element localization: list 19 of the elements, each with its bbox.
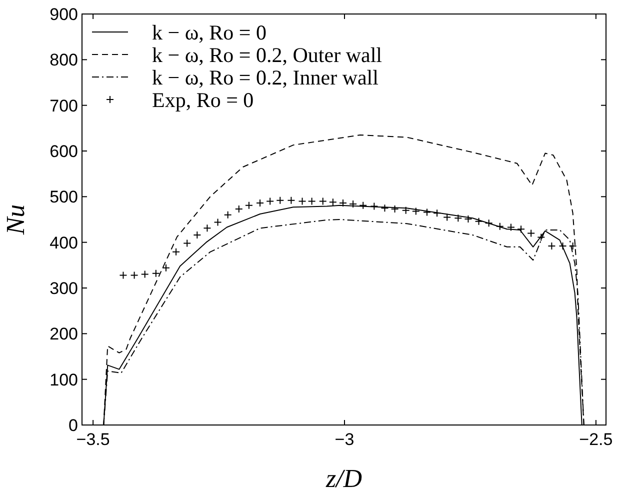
x-tick-label: −3 bbox=[334, 430, 354, 449]
y-tick-label: 500 bbox=[50, 188, 78, 207]
legend-label: k − ω, Ro = 0.2, Inner wall bbox=[152, 65, 379, 90]
y-tick-label: 100 bbox=[50, 370, 78, 390]
y-tick-label: 400 bbox=[50, 233, 78, 252]
x-tick-label: −2.5 bbox=[579, 430, 613, 449]
x-tick-label: −3.5 bbox=[76, 430, 110, 449]
legend-label: k − ω, Ro = 0 bbox=[152, 20, 267, 44]
y-axis-title: Nu bbox=[1, 204, 30, 236]
y-tick-label: 900 bbox=[50, 4, 78, 24]
y-tick-label: 700 bbox=[50, 96, 78, 116]
y-tick-label: 200 bbox=[50, 324, 78, 344]
y-tick-label: 0 bbox=[68, 416, 78, 435]
y-tick-label: 300 bbox=[50, 278, 78, 298]
legend-label: k − ω, Ro = 0.2, Outer wall bbox=[152, 42, 382, 67]
y-tick-label: 600 bbox=[50, 142, 78, 161]
y-tick-label: 800 bbox=[50, 50, 78, 70]
x-axis-title: z/D bbox=[324, 464, 362, 493]
legend-label: Exp, Ro = 0 bbox=[152, 88, 254, 112]
